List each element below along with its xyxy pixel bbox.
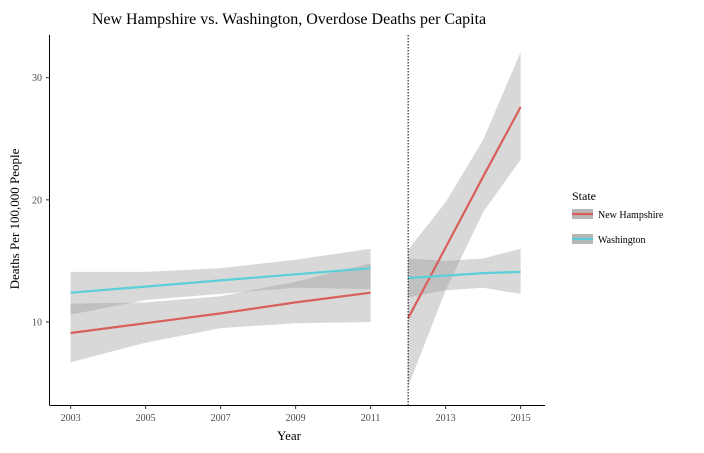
y-tick-label: 30 xyxy=(32,73,42,84)
washington-ci-band-2 xyxy=(408,248,521,298)
washington-line-2 xyxy=(408,270,521,280)
washington-line-1 xyxy=(70,267,371,294)
new-hampshire-line-2 xyxy=(407,106,522,319)
x-tick-label: 2013 xyxy=(436,413,456,424)
legend-label-washington: Washington xyxy=(598,235,646,246)
x-tick-label: 2005 xyxy=(136,413,156,424)
washington-ci-band-1 xyxy=(70,248,371,315)
y-tick-label: 10 xyxy=(32,317,42,328)
y-ticks: 10 20 30 xyxy=(32,73,50,328)
new-hampshire-ci-band-2 xyxy=(408,52,521,387)
axes xyxy=(49,35,545,406)
x-tick-label: 2003 xyxy=(61,413,81,424)
chart-title: New Hampshire vs. Washington, Overdose D… xyxy=(92,11,486,28)
legend-title: State xyxy=(572,189,596,203)
confidence-bands xyxy=(70,52,521,387)
new-hampshire-line-1 xyxy=(70,291,371,335)
x-tick-label: 2015 xyxy=(511,413,531,424)
x-ticks: 2003 2005 2007 2009 2011 2013 2015 xyxy=(61,405,531,424)
y-tick-label: 20 xyxy=(32,195,42,206)
legend-label-new-hampshire: New Hampshire xyxy=(598,210,664,221)
legend: State New Hampshire Washington xyxy=(572,189,664,246)
x-tick-label: 2011 xyxy=(361,413,381,424)
x-axis-title: Year xyxy=(277,428,302,443)
series-lines xyxy=(70,106,522,335)
x-tick-label: 2007 xyxy=(211,413,231,424)
x-tick-label: 2009 xyxy=(286,413,306,424)
y-axis-title: Deaths Per 100,000 People xyxy=(7,148,22,289)
